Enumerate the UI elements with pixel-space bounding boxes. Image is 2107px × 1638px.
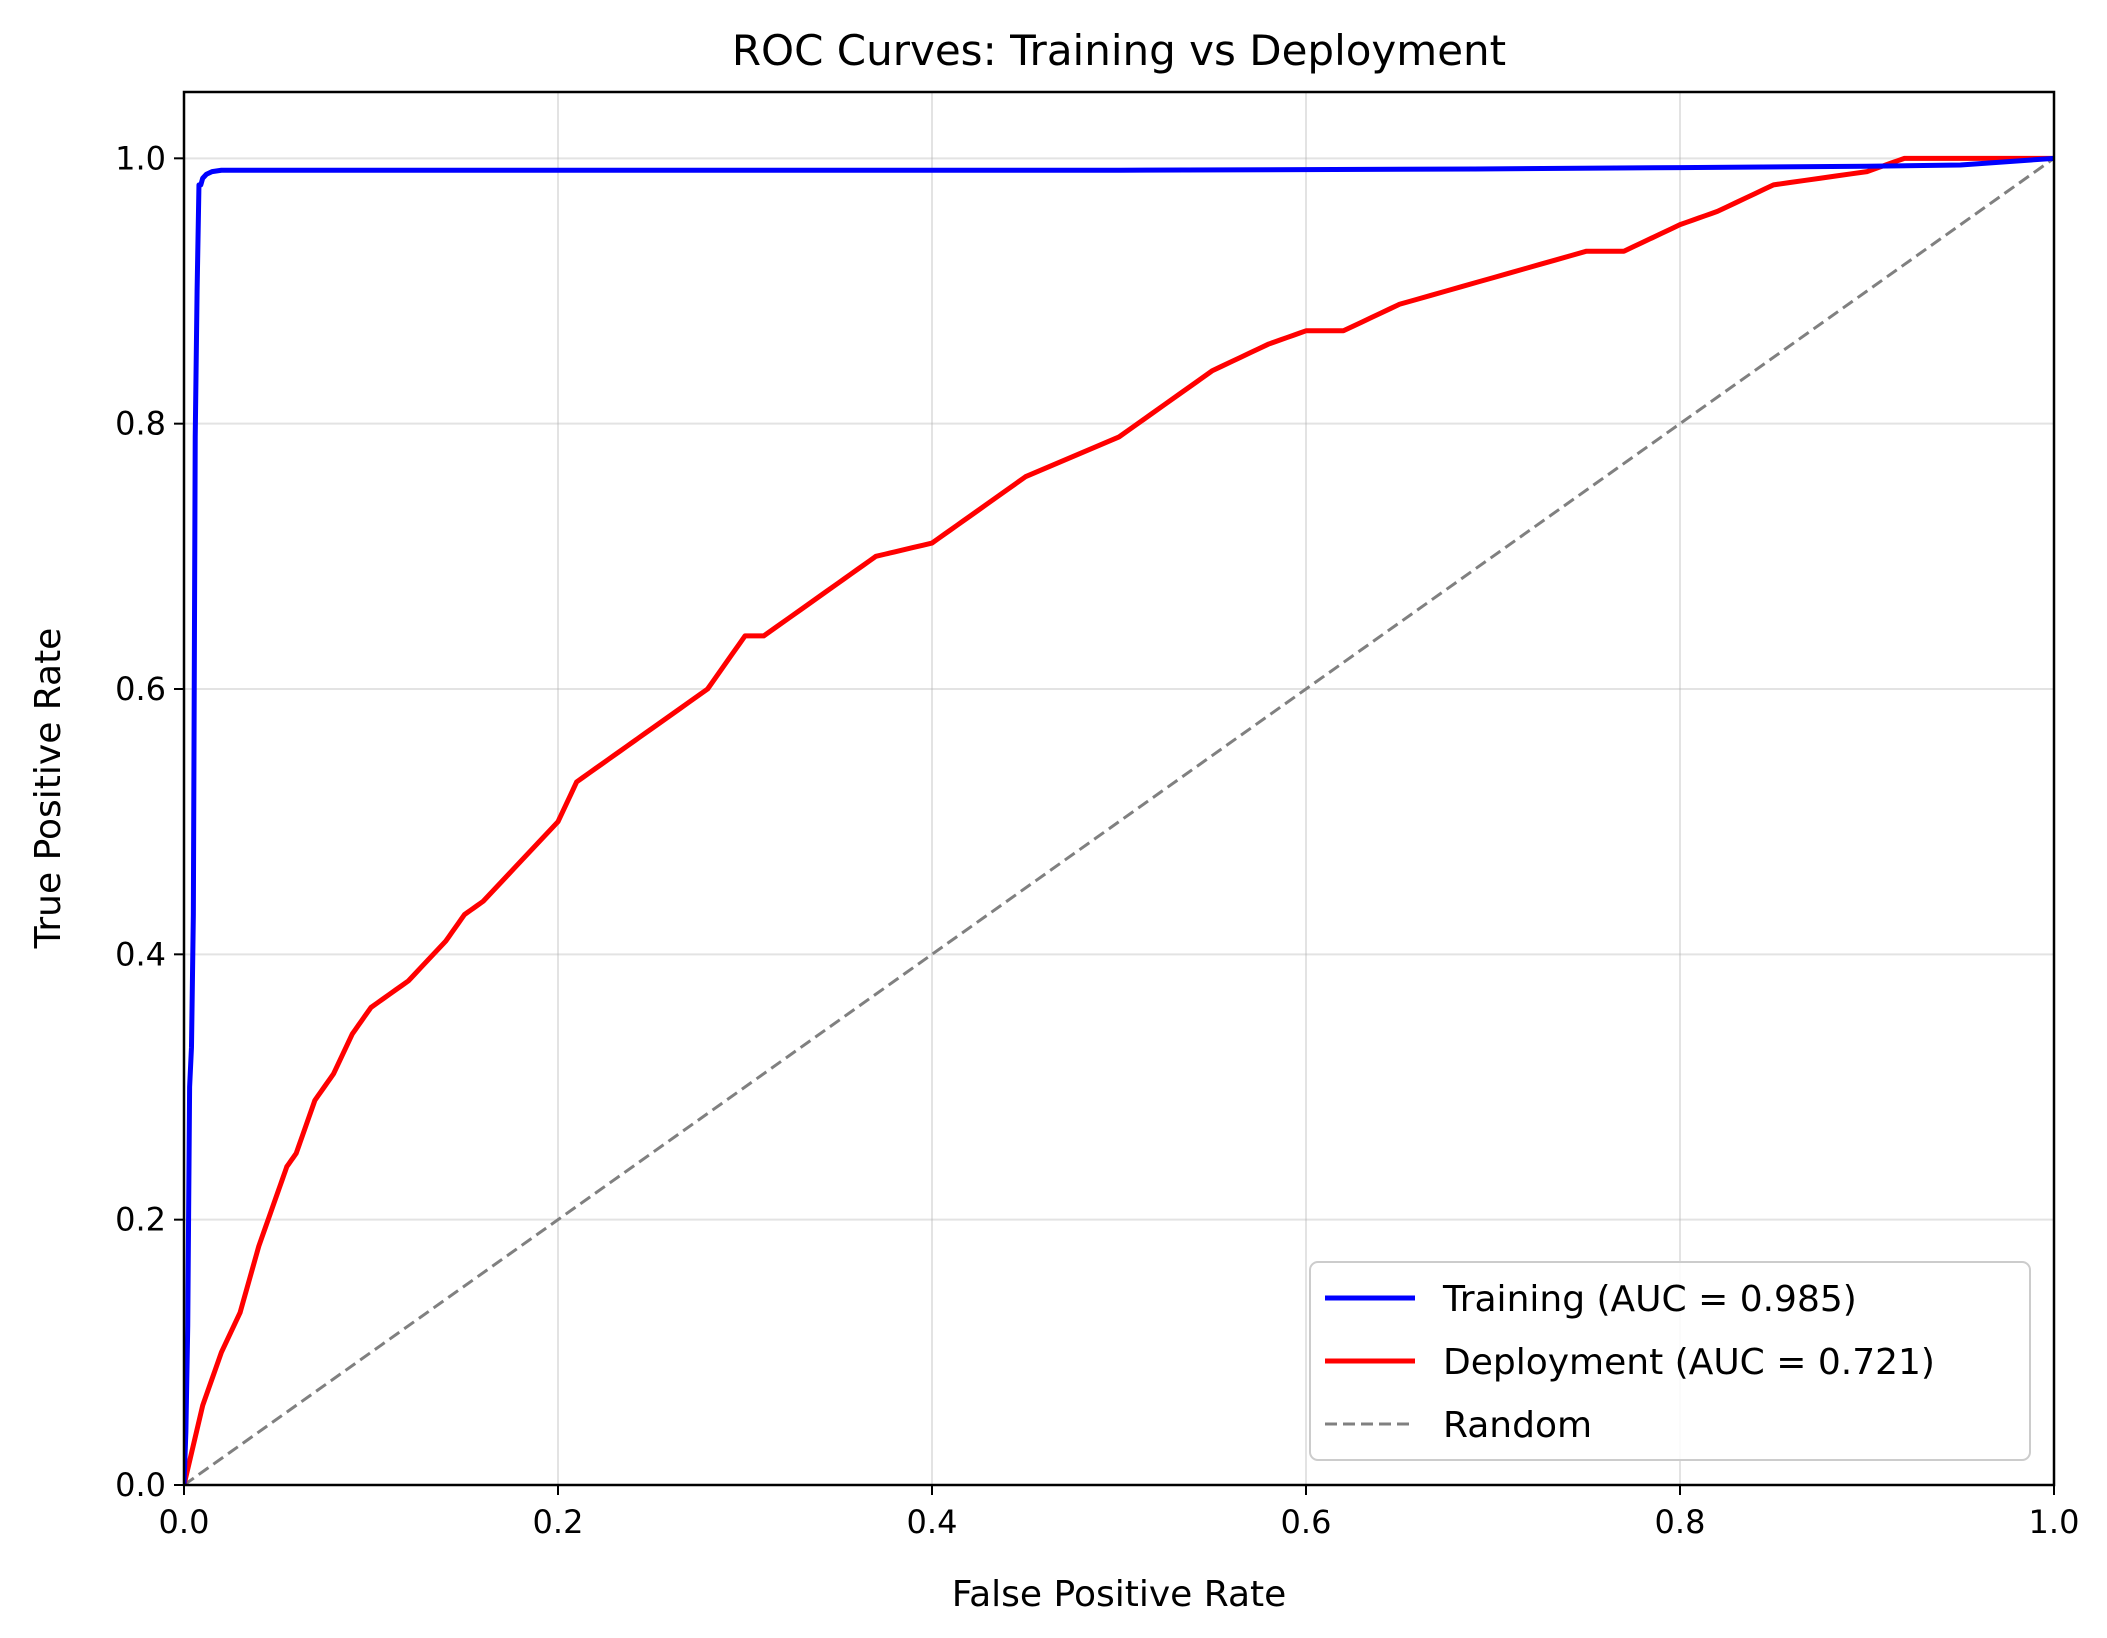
x-axis-label: False Positive Rate xyxy=(952,1574,1287,1615)
x-tick-label: 1.0 xyxy=(2029,1503,2080,1541)
legend-label-random: Random xyxy=(1443,1405,1592,1446)
grid xyxy=(183,92,2055,1486)
legend-box xyxy=(1309,1261,2031,1461)
y-tick-label: 0.2 xyxy=(115,1201,166,1239)
y-tick-label: 1.0 xyxy=(115,139,166,177)
y-tick-label: 0.4 xyxy=(115,935,166,973)
x-axis-ticks: 0.0 0.2 0.4 0.6 0.8 1.0 xyxy=(159,1485,2080,1541)
chart-title: ROC Curves: Training vs Deployment xyxy=(732,26,1506,75)
plot-area xyxy=(184,155,2054,1485)
y-tick-label: 0.0 xyxy=(115,1466,166,1504)
y-axis-ticks: 0.0 0.2 0.4 0.6 0.8 1.0 xyxy=(115,139,184,1504)
random-baseline-line xyxy=(184,157,2054,1485)
deployment-roc-line xyxy=(184,155,2054,1485)
training-roc-line xyxy=(184,155,2054,1485)
x-tick-label: 0.0 xyxy=(159,1503,210,1541)
legend-label-deployment: Deployment (AUC = 0.721) xyxy=(1443,1342,1935,1383)
plot-frame xyxy=(182,90,2056,1487)
x-tick-label: 0.4 xyxy=(907,1503,958,1541)
x-tick-label: 0.6 xyxy=(1281,1503,1332,1541)
y-tick-label: 0.6 xyxy=(115,670,166,708)
y-tick-label: 0.8 xyxy=(115,405,166,443)
x-tick-label: 0.8 xyxy=(1655,1503,1706,1541)
x-tick-label: 0.2 xyxy=(533,1503,584,1541)
y-axis-label: True Positive Rate xyxy=(28,628,69,950)
legend: Training (AUC = 0.985) Deployment (AUC =… xyxy=(1309,1261,2031,1461)
legend-label-training: Training (AUC = 0.985) xyxy=(1442,1279,1857,1320)
